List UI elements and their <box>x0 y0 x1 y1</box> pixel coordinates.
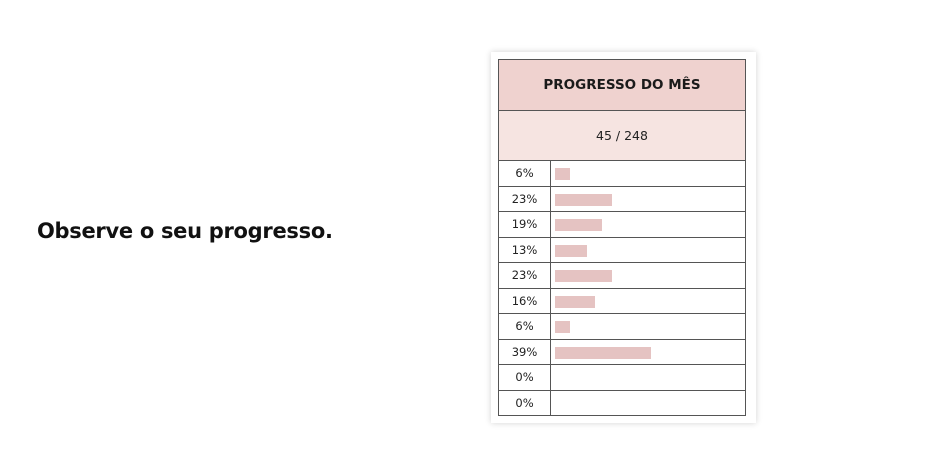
progress-bar <box>555 270 612 282</box>
progress-percent: 19% <box>498 211 551 238</box>
progress-bar-cell <box>550 262 746 289</box>
progress-bar-cell <box>550 389 746 416</box>
progress-bar <box>555 244 588 257</box>
progress-row: 6% <box>498 160 746 187</box>
progress-row: 23% <box>498 262 746 289</box>
progress-bar <box>555 193 612 206</box>
progress-percent: 6% <box>498 313 551 340</box>
progress-bar <box>555 219 602 231</box>
tracker-title: PROGRESSO DO MÊS <box>498 59 746 111</box>
progress-percent: 23% <box>498 262 551 289</box>
progress-bar <box>555 168 570 180</box>
headline: Observe o seu progresso. <box>37 219 333 243</box>
progress-percent: 39% <box>498 338 551 365</box>
progress-percent: 16% <box>498 287 551 314</box>
progress-bar-cell <box>550 313 746 340</box>
progress-bar <box>555 321 570 333</box>
progress-percent: 0% <box>498 364 551 391</box>
progress-row: 6% <box>498 313 746 340</box>
progress-percent: 23% <box>498 185 551 212</box>
progress-row: 23% <box>498 185 746 212</box>
progress-bar-cell <box>550 185 746 212</box>
progress-row: 0% <box>498 389 746 416</box>
progress-bar-cell <box>550 338 746 365</box>
progress-percent: 6% <box>498 160 551 187</box>
progress-bar-cell <box>550 236 746 263</box>
progress-row: 16% <box>498 287 746 314</box>
progress-bar <box>555 346 652 359</box>
progress-percent: 0% <box>498 389 551 416</box>
progress-row: 0% <box>498 364 746 391</box>
progress-bar-cell <box>550 211 746 238</box>
progress-percent: 13% <box>498 236 551 263</box>
progress-row: 39% <box>498 338 746 365</box>
progress-table: PROGRESSO DO MÊS 45 / 248 6% 23% 19% 13% 23%… <box>498 59 746 416</box>
progress-bar-cell <box>550 364 746 391</box>
progress-bar-cell <box>550 160 746 187</box>
progress-bar-cell <box>550 287 746 314</box>
tracker-count: 45 / 248 <box>498 110 746 161</box>
progress-bar <box>555 295 595 308</box>
progress-row: 19% <box>498 211 746 238</box>
progress-row: 13% <box>498 236 746 263</box>
